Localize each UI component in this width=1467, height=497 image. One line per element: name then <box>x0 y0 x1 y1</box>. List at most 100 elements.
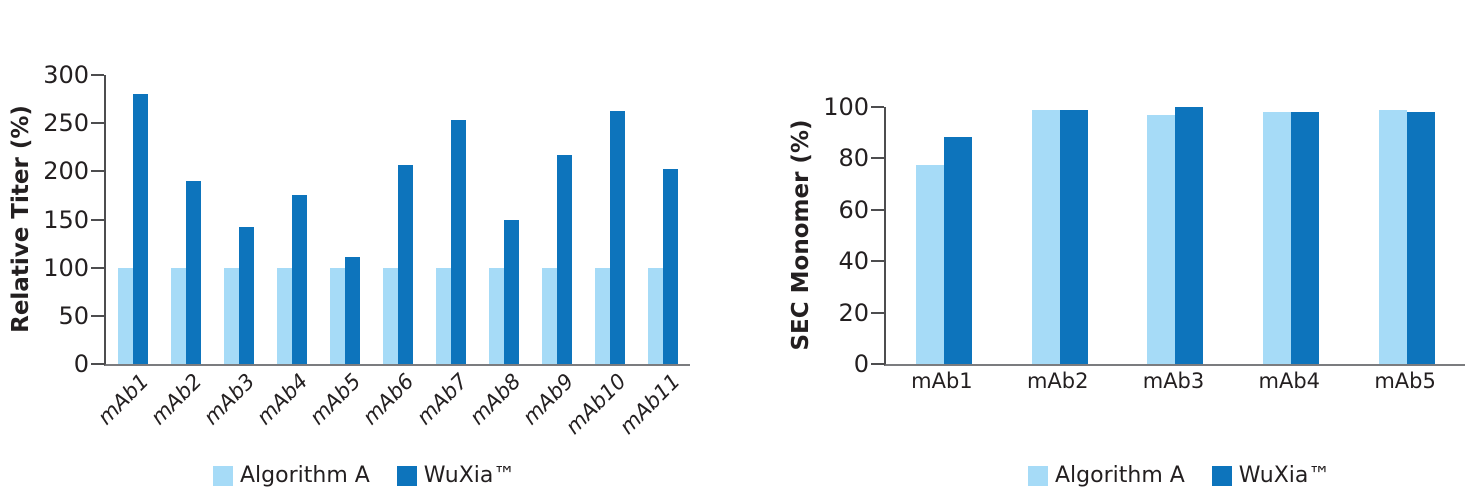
bars-area <box>886 107 1465 364</box>
bar <box>329 267 345 364</box>
bar <box>1291 112 1320 364</box>
bar-group <box>212 75 265 364</box>
bar-group <box>425 75 478 364</box>
y-tick-label: 100 <box>43 253 89 282</box>
bar <box>132 94 148 364</box>
wuxia-swatch-icon <box>396 466 417 486</box>
y-tick-mark <box>871 157 884 160</box>
x-tick-label: mAb4 <box>1258 369 1321 393</box>
bar-group <box>478 75 531 364</box>
legend-label: WuXia™ <box>1238 463 1331 488</box>
bar <box>610 110 626 364</box>
y-tick-mark <box>871 106 884 108</box>
bar <box>557 154 573 364</box>
y-tick-mark <box>91 170 104 173</box>
x-tick-label: mAb3 <box>1142 369 1205 393</box>
bar-group <box>106 75 159 364</box>
legend-label: Algorithm A <box>240 463 370 488</box>
y-tick-label: 50 <box>58 301 89 330</box>
y-tick-mark <box>91 314 104 317</box>
bar <box>383 267 399 364</box>
bar <box>663 169 679 364</box>
bar-group <box>318 75 371 364</box>
bar <box>398 164 414 364</box>
bar <box>504 219 520 364</box>
bar <box>185 180 201 364</box>
bar <box>1379 109 1408 364</box>
bar <box>1147 114 1176 364</box>
y-axis-title: SEC Monomer (%) <box>788 119 814 351</box>
bar-group <box>1349 107 1465 364</box>
bar-group <box>584 75 637 364</box>
bar <box>1031 109 1060 364</box>
y-tick-mark <box>871 208 884 211</box>
legend-item-wuxia: WuXia™ <box>396 463 516 488</box>
legend-item-wuxia: WuXia™ <box>1211 463 1331 488</box>
y-tick-label: 40 <box>838 247 869 276</box>
y-tick-mark <box>871 311 884 314</box>
bar-group <box>637 75 690 364</box>
y-tick-label: 100 <box>823 93 869 121</box>
y-tick-label: 0 <box>73 350 89 378</box>
bar <box>1175 107 1204 364</box>
x-axis-labels: mAb1 mAb2 mAb3 mAb4 mAb5 <box>884 369 1463 409</box>
bar <box>943 136 972 364</box>
x-tick-label: mAb2 <box>1026 369 1089 393</box>
legend: Algorithm A WuXia™ <box>213 464 515 488</box>
bar <box>117 267 133 364</box>
bar <box>436 267 452 364</box>
y-tick-label: 0 <box>853 350 869 378</box>
bar <box>1059 109 1088 364</box>
bar <box>489 267 505 364</box>
y-tick-label: 250 <box>43 109 89 138</box>
bar-group <box>531 75 584 364</box>
bar-group <box>886 107 1002 364</box>
bar-group <box>265 75 318 364</box>
y-tick-mark <box>871 260 884 263</box>
bar <box>238 227 254 364</box>
y-tick-mark <box>871 363 884 365</box>
bar <box>915 164 944 364</box>
legend-label: Algorithm A <box>1055 463 1185 488</box>
bar <box>648 267 664 364</box>
bar <box>542 267 558 364</box>
bar-group <box>1118 107 1234 364</box>
y-tick-mark <box>91 218 104 221</box>
legend: Algorithm A WuXia™ <box>1028 464 1330 488</box>
y-tick-label: 60 <box>838 195 869 224</box>
bar-group <box>159 75 212 364</box>
y-tick-mark <box>91 266 104 269</box>
bar <box>1263 112 1292 364</box>
bar <box>1407 112 1436 364</box>
legend-label: WuXia™ <box>423 463 516 488</box>
y-tick-mark <box>91 363 104 365</box>
algorithm-a-swatch-icon <box>1028 466 1048 486</box>
bar <box>291 195 307 364</box>
y-tick-label: 150 <box>43 205 89 234</box>
bar <box>223 267 239 364</box>
bar <box>595 267 611 364</box>
bar-group <box>1002 107 1118 364</box>
bar-group <box>1233 107 1349 364</box>
y-tick-label: 80 <box>838 144 869 173</box>
bars-area <box>106 75 690 364</box>
bar <box>170 267 186 364</box>
y-tick-mark <box>91 74 104 76</box>
legend-item-algorithm-a: Algorithm A <box>213 464 370 488</box>
bar <box>276 267 292 364</box>
plot-area: 0 50 100 150 200 250 300 <box>43 63 690 376</box>
y-tick-mark <box>91 122 104 125</box>
algorithm-a-swatch-icon <box>213 466 233 486</box>
x-tick-label: mAb1 <box>911 369 973 393</box>
plot-area: 0 20 40 60 80 100 <box>823 95 1465 376</box>
bar <box>344 257 360 364</box>
wuxia-swatch-icon <box>1211 466 1232 486</box>
bar-group <box>371 75 424 364</box>
y-tick-label: 20 <box>838 298 869 327</box>
y-tick-label: 300 <box>43 61 89 89</box>
legend-item-algorithm-a: Algorithm A <box>1028 464 1185 488</box>
bar <box>451 120 467 364</box>
